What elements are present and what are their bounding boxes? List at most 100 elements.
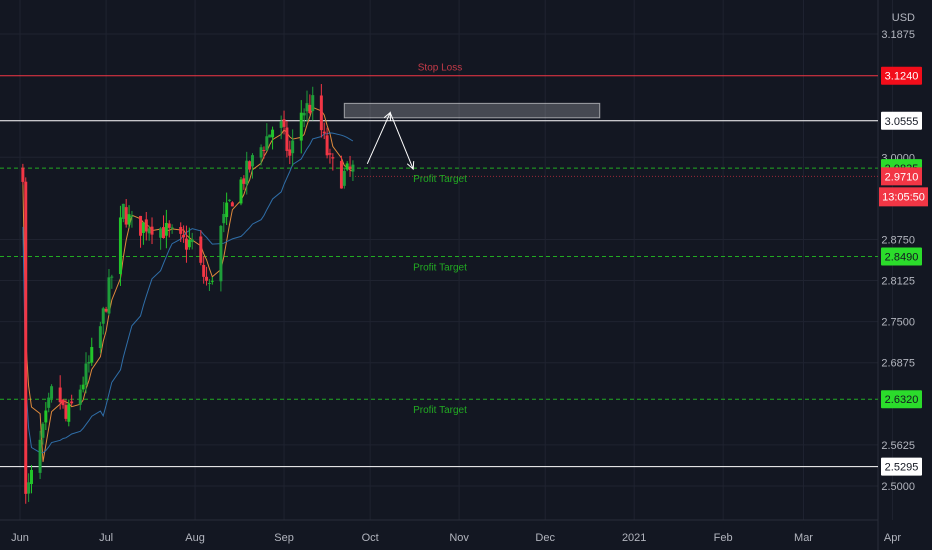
candle [305,90,309,122]
candle [262,146,266,159]
candle [308,94,312,115]
candle [38,430,42,480]
y-tick-label: 2.7500 [881,317,915,329]
price-levels [0,75,878,468]
price-badge [881,390,922,409]
projection-path [366,111,415,171]
candle [98,321,102,354]
candle [302,108,306,128]
x-tick-label: Nov [449,532,469,544]
candle [182,225,186,243]
candle [61,398,65,409]
candle [90,337,94,366]
candle [248,160,252,173]
candle [58,375,62,410]
x-tick-label: Apr [884,532,901,544]
candle [299,100,303,154]
price-badge-text: 2.8490 [885,252,919,264]
price-badge [881,66,922,85]
candle [44,402,48,431]
candle [139,215,143,248]
current-price-text: 2.9710 [885,171,919,183]
price-badge [881,247,922,266]
candle [271,126,275,150]
candle [50,384,54,403]
candle [282,110,286,135]
candle [242,175,246,190]
candle [245,151,249,195]
candle [222,201,226,233]
candle [67,399,71,427]
candle [87,355,91,373]
x-tick-label: Oct [362,532,379,544]
candle [259,144,263,166]
candle [179,222,183,243]
candle [205,266,209,286]
grid [0,0,893,550]
x-tick-label: Jul [99,532,113,544]
candle [239,176,243,206]
y-tick-label: 2.8750 [881,234,915,246]
candle [24,177,28,504]
candle [339,155,343,189]
candle [164,209,168,249]
resistance-zone [343,102,601,119]
candle [64,399,68,422]
projection-arrow-up [383,111,391,121]
candle [141,222,145,245]
candle [41,422,45,445]
candle [84,352,88,394]
moving-averages [22,106,354,462]
candle [81,376,85,393]
candle [170,224,174,234]
candle [279,115,283,140]
candle [351,160,355,181]
countdown-badge [879,187,928,207]
candle [285,120,289,158]
candle [288,140,292,165]
candle [162,215,165,239]
candle [311,86,315,121]
candle [219,224,223,292]
candle [29,465,33,494]
candle [124,199,128,228]
countdown-text: 13:05:50 [882,191,925,203]
time-axis[interactable]: Jun Jul Aug Sep Oct Nov Dec 2021 Feb Mar Apr [11,532,901,544]
ma-slow-line [22,132,354,454]
x-tick-label: Jun [11,532,29,544]
level-label: Profit Target [413,263,467,274]
candlesticks [21,84,355,504]
candle [322,122,326,140]
x-tick-label: Feb [714,532,733,544]
x-tick-label: 2021 [622,532,646,544]
candle [70,394,74,406]
candle [118,205,122,286]
price-axis[interactable]: USD 3.18753.05553.00002.87502.81252.7500… [879,12,928,493]
y-tick-label: 2.5000 [881,481,915,493]
candle [147,225,151,241]
candle [47,392,51,413]
candle [144,211,148,241]
candle [167,220,171,238]
candle [331,153,335,171]
candle [328,148,332,164]
y-tick-label: 2.5625 [881,440,915,452]
candle [319,84,323,138]
candle [127,205,131,228]
zone-box [343,102,601,119]
candle [342,168,346,189]
candle [268,134,272,138]
candle [27,473,31,502]
candle [199,230,203,266]
price-badge [881,111,922,130]
candle [78,384,82,411]
x-tick-label: Aug [185,532,205,544]
current-price-badge [881,167,922,186]
level-label: Profit Target [413,405,467,416]
y-tick-label: 2.8125 [881,276,915,288]
candle [230,201,234,207]
candle [184,225,188,263]
candle [207,279,211,292]
candle [291,129,295,167]
